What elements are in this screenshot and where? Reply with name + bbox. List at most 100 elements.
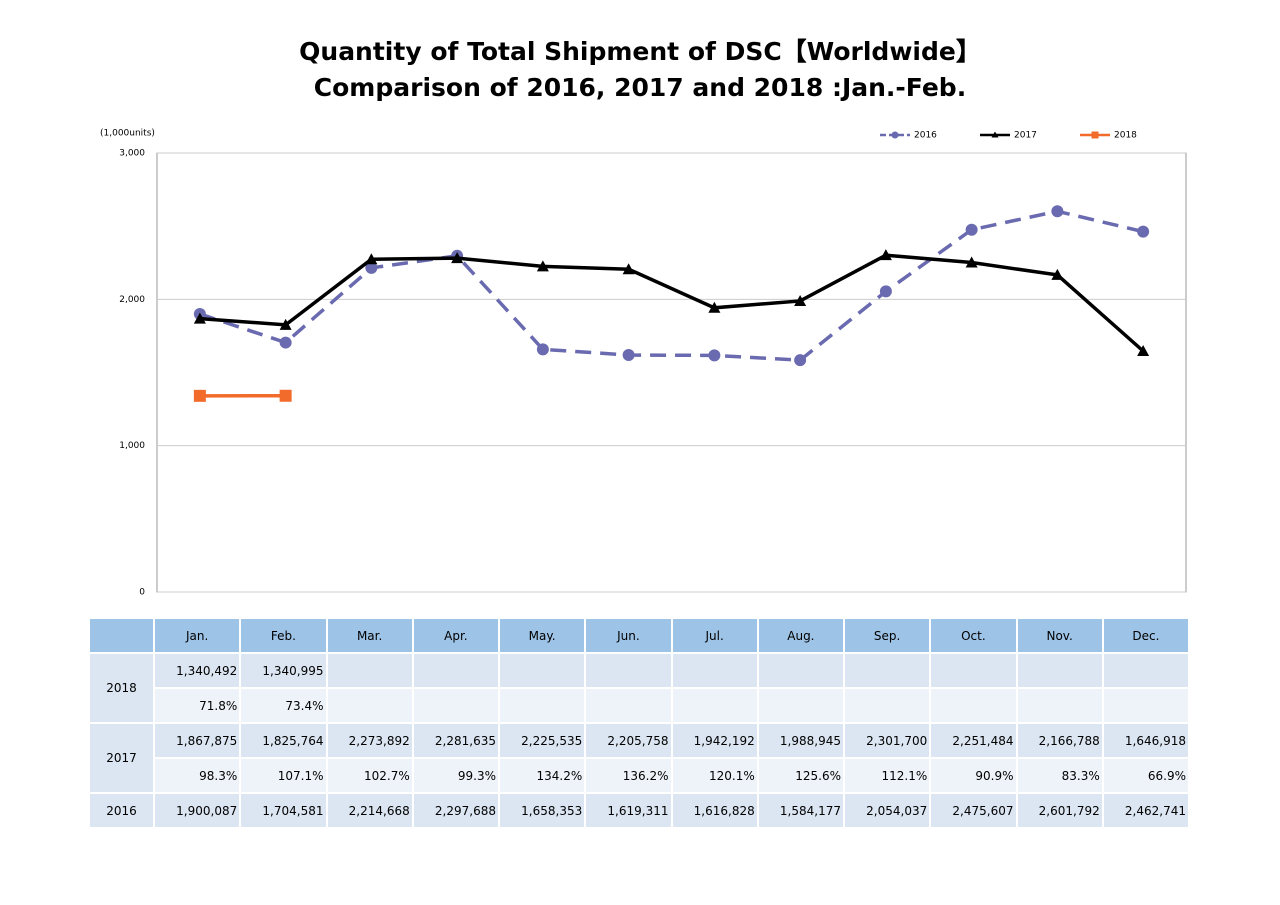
table-header-cell: Nov. xyxy=(1015,617,1104,654)
table-cell: 2,462,741 xyxy=(1101,792,1191,829)
year-cell: 2016 xyxy=(88,792,155,829)
table-cell: 136.2% xyxy=(584,757,673,794)
table-cell: 83.3% xyxy=(1015,757,1104,794)
table-header-cell: Jun. xyxy=(584,617,673,654)
table-cell xyxy=(1015,652,1104,689)
table-cell xyxy=(325,687,414,724)
table-header-cell: Jan. xyxy=(152,617,242,654)
marker xyxy=(1051,205,1064,218)
table-cell: 2,251,484 xyxy=(929,722,1018,759)
marker xyxy=(622,349,635,362)
table-header-cell: Oct. xyxy=(929,617,1018,654)
table-row: 2016 1,900,087 1,704,581 2,214,668 2,297,688… xyxy=(88,792,1191,829)
table-header-cell: Dec. xyxy=(1101,617,1191,654)
table-cell xyxy=(1101,687,1191,724)
table-cell: 2,601,792 xyxy=(1015,792,1104,829)
table-cell: 1,704,581 xyxy=(239,792,328,829)
table-header-cell: Apr. xyxy=(411,617,501,654)
year-cell: 2018 xyxy=(88,652,155,724)
table-cell: 1,825,764 xyxy=(239,722,328,759)
table-cell: 1,619,311 xyxy=(584,792,673,829)
table-cell: 125.6% xyxy=(756,757,846,794)
table-cell: 1,616,828 xyxy=(670,792,759,829)
table-cell: 2,166,788 xyxy=(1015,722,1104,759)
table-row: 98.3% 107.1% 102.7% 99.3% 134.2% 136.2% 120.1%… xyxy=(89,757,1191,794)
table-cell xyxy=(411,687,501,724)
table-cell xyxy=(670,687,759,724)
table-cell xyxy=(584,652,673,689)
marker xyxy=(279,389,292,402)
marker xyxy=(451,252,464,264)
table-cell: 102.7% xyxy=(325,757,414,794)
marker xyxy=(1137,225,1150,238)
table-cell xyxy=(1015,687,1104,724)
table-cell xyxy=(842,652,932,689)
table-cell xyxy=(756,652,846,689)
table-header-cell: Feb. xyxy=(239,617,328,654)
table-cell: 1,942,192 xyxy=(670,722,759,759)
data-table: Jan. Feb. Mar. Apr. May. Jun. Jul. Aug. Sep. Oct.… xyxy=(88,617,1191,829)
table-cell xyxy=(929,652,1018,689)
table-cell: 1,867,875 xyxy=(152,722,242,759)
table-cell xyxy=(1101,652,1191,689)
table-cell: 2,475,607 xyxy=(929,792,1018,829)
y-tick-label: 2,000 xyxy=(119,295,145,305)
marker xyxy=(965,256,978,268)
table-header-cell: Mar. xyxy=(325,617,414,654)
table-cell: 107.1% xyxy=(239,757,328,794)
table-cell xyxy=(756,687,846,724)
table-row: 71.8% 73.4% xyxy=(89,687,1191,724)
table-row: 2018 1,340,492 1,340,995 xyxy=(88,652,1191,724)
marker xyxy=(536,343,549,356)
y-tick-label: 0 xyxy=(139,588,145,598)
marker xyxy=(1051,268,1064,280)
series-line xyxy=(199,209,1144,362)
table-cell xyxy=(842,687,932,724)
series-line xyxy=(199,253,1145,353)
plot-frame xyxy=(156,152,1187,593)
table-cell xyxy=(325,652,414,689)
table-cell: 71.8% xyxy=(152,687,242,724)
table-header-cell: Aug. xyxy=(756,617,846,654)
y-tick-label: 3,000 xyxy=(119,149,145,159)
table-cell: 1,988,945 xyxy=(756,722,846,759)
marker xyxy=(536,260,549,272)
marker xyxy=(794,354,807,367)
header-corner xyxy=(88,617,155,654)
marker xyxy=(193,389,206,402)
table-cell: 2,281,635 xyxy=(411,722,501,759)
table-cell: 99.3% xyxy=(411,757,501,794)
legend-label: 2017 xyxy=(1014,131,1037,141)
marker xyxy=(1137,345,1150,357)
table-cell: 1,658,353 xyxy=(497,792,587,829)
table-cell: 2,054,037 xyxy=(842,792,932,829)
table-header-cell: Sep. xyxy=(842,617,932,654)
table-cell: 90.9% xyxy=(929,757,1018,794)
y-tick-label: 1,000 xyxy=(119,441,145,451)
marker xyxy=(708,349,721,362)
table-cell: 112.1% xyxy=(842,757,932,794)
table-cell xyxy=(497,652,587,689)
table-row: 2017 1,867,875 1,825,764 2,273,892 2,281,635… xyxy=(88,722,1191,794)
table-cell: 1,900,087 xyxy=(152,792,242,829)
table-cell: 2,205,758 xyxy=(584,722,673,759)
table-cell: 66.9% xyxy=(1101,757,1191,794)
table-cell xyxy=(497,687,587,724)
table-cell: 98.3% xyxy=(152,757,242,794)
chart-title: Quantity of Total Shipment of DSC【Worldw… xyxy=(299,37,981,66)
marker xyxy=(879,285,892,298)
marker xyxy=(891,131,899,139)
marker xyxy=(622,263,635,275)
table-cell: 2,301,700 xyxy=(842,722,932,759)
table-cell: 2,214,668 xyxy=(325,792,414,829)
table-cell xyxy=(929,687,1018,724)
chart: Quantity of Total Shipment of DSC【Worldw… xyxy=(100,37,1187,598)
marker xyxy=(279,336,292,349)
legend-label: 2018 xyxy=(1114,131,1137,141)
table-cell: 2,225,535 xyxy=(497,722,587,759)
marker xyxy=(365,261,378,274)
table-cell: 1,340,995 xyxy=(239,652,328,689)
table-cell xyxy=(670,652,759,689)
table-cell: 134.2% xyxy=(497,757,587,794)
